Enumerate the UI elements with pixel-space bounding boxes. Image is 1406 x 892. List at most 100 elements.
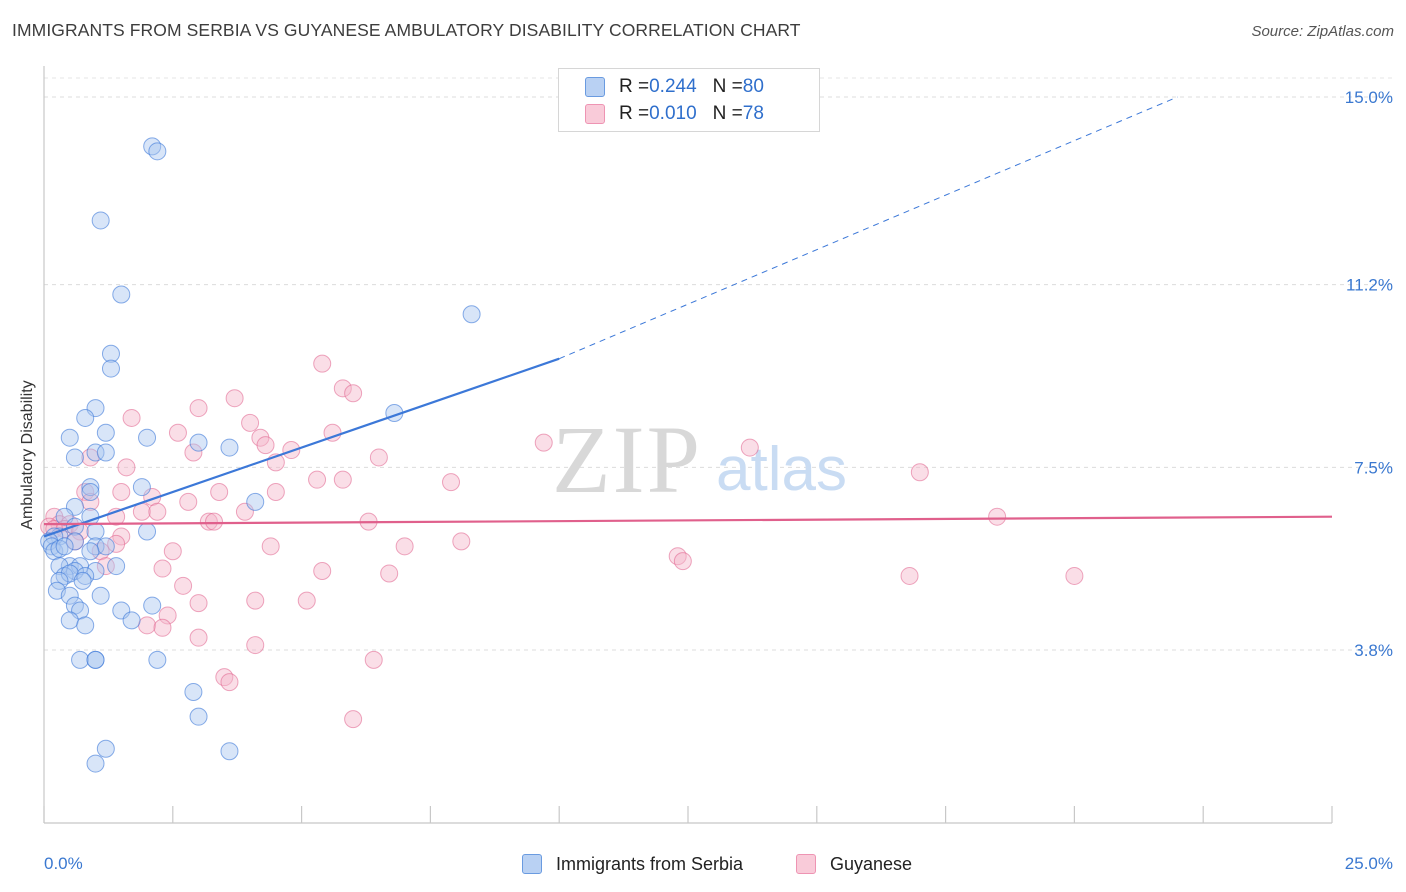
serbia-point <box>86 537 105 556</box>
stats-row-guyanese: R = 0.010 N = 78 <box>585 103 764 125</box>
serbia-point <box>96 443 115 462</box>
serbia-point <box>220 742 239 761</box>
guyanese-point <box>380 564 399 583</box>
serbia-trend-extension <box>559 96 1178 360</box>
guyanese-point <box>205 512 224 531</box>
guyanese-point <box>308 470 327 489</box>
serbia-point <box>91 586 110 605</box>
serbia-point <box>148 142 167 161</box>
gridlines <box>44 77 1392 651</box>
serbia-point <box>101 359 120 378</box>
guyanese-point <box>364 650 383 669</box>
guyanese-point <box>910 463 929 482</box>
guyanese-point <box>1065 566 1084 585</box>
r-value: 0.010 <box>649 103 697 124</box>
guyanese-point <box>452 532 471 551</box>
serbia-point <box>220 438 239 457</box>
serbia-point <box>96 423 115 442</box>
watermark-atlas: atlas <box>716 435 847 504</box>
n-label: N = <box>712 76 743 97</box>
serbia-point <box>76 408 95 427</box>
guyanese-point <box>313 562 332 580</box>
serbia-point <box>65 532 84 551</box>
guyanese-point <box>668 547 687 566</box>
guyanese-point <box>117 458 136 477</box>
serbia-point <box>76 616 95 635</box>
serbia-point <box>73 571 92 590</box>
serbia-point <box>55 537 74 556</box>
guyanese-point <box>148 502 167 521</box>
n-value: 78 <box>742 103 764 124</box>
guyanese-point <box>225 389 244 408</box>
legend-item-serbia: Immigrants from Serbia <box>522 852 743 876</box>
serbia-point <box>138 522 157 541</box>
guyanese-point <box>333 379 352 398</box>
serbia-point <box>86 562 105 580</box>
serbia-point <box>189 433 208 452</box>
source-label: Source: ZipAtlas.com <box>1251 23 1394 40</box>
axes <box>43 66 1333 824</box>
guyanese-point <box>96 557 115 576</box>
x-tick-label: 25.0% <box>1345 854 1393 873</box>
serbia-point <box>122 611 141 630</box>
guyanese-point <box>313 354 332 373</box>
guyanese-trend-line <box>43 515 1333 526</box>
chart-title: IMMIGRANTS FROM SERBIA VS GUYANESE AMBUL… <box>12 20 801 40</box>
serbia-point <box>189 707 208 726</box>
serbia-point <box>86 443 105 462</box>
guyanese-point <box>395 537 414 556</box>
guyanese-point <box>369 448 388 467</box>
guyanese-point <box>184 443 203 462</box>
r-label: R = <box>619 76 650 97</box>
guyanese-point <box>189 594 208 613</box>
guyanese-point <box>246 636 265 655</box>
guyanese-point <box>153 559 172 578</box>
watermark: ZIP atlas <box>552 406 847 513</box>
guyanese-point <box>189 399 208 418</box>
guyanese-point <box>266 483 285 501</box>
serbia-point <box>81 542 100 561</box>
serbia-point <box>71 650 90 669</box>
stats-row-serbia: R = 0.244 N = 80 <box>585 76 764 98</box>
guyanese-point <box>220 673 239 692</box>
r-value: 0.244 <box>649 76 697 97</box>
serbia-point <box>143 137 162 156</box>
guyanese-point <box>76 483 95 501</box>
serbia-point <box>55 566 74 585</box>
guyanese-point <box>534 433 553 452</box>
x-tick-label: 0.0% <box>44 854 83 873</box>
tick-labels: 3.8% 7.5% 11.2% 15.0% 0.0% 25.0% <box>44 88 1393 873</box>
y-tick-label: 3.8% <box>1354 641 1393 660</box>
guyanese-point <box>900 566 919 585</box>
serbia-point <box>60 586 79 605</box>
stats-legend: R = 0.244 N = 80 R = 0.010 N = 78 <box>558 68 820 132</box>
serbia-point <box>96 739 115 758</box>
guyanese-point <box>323 423 342 442</box>
guyanese-legend-label: Guyanese <box>830 853 913 874</box>
guyanese-point <box>163 542 182 561</box>
serbia-point <box>96 537 115 556</box>
guyanese-point <box>246 591 265 610</box>
guyanese-point <box>112 483 131 501</box>
guyanese-point <box>673 552 692 571</box>
guyanese-legend-swatch <box>796 854 816 874</box>
serbia-point <box>184 682 203 701</box>
guyanese-point <box>179 492 198 511</box>
guyanese-point <box>344 710 363 729</box>
serbia-point <box>101 344 120 363</box>
serbia-point <box>60 557 79 576</box>
serbia-point <box>91 211 110 230</box>
serbia-point <box>143 596 162 615</box>
watermark-zip: ZIP <box>552 406 702 513</box>
serbia-point <box>60 611 79 630</box>
guyanese-point <box>442 473 461 492</box>
guyanese-point <box>988 507 1007 526</box>
guyanese-point <box>215 668 234 687</box>
serbia-point <box>65 562 84 580</box>
serbia-point <box>112 285 131 304</box>
guyanese-point <box>153 618 172 637</box>
y-tick-label: 15.0% <box>1345 88 1393 107</box>
guyanese-point <box>174 576 193 595</box>
serbia-point <box>246 492 265 511</box>
